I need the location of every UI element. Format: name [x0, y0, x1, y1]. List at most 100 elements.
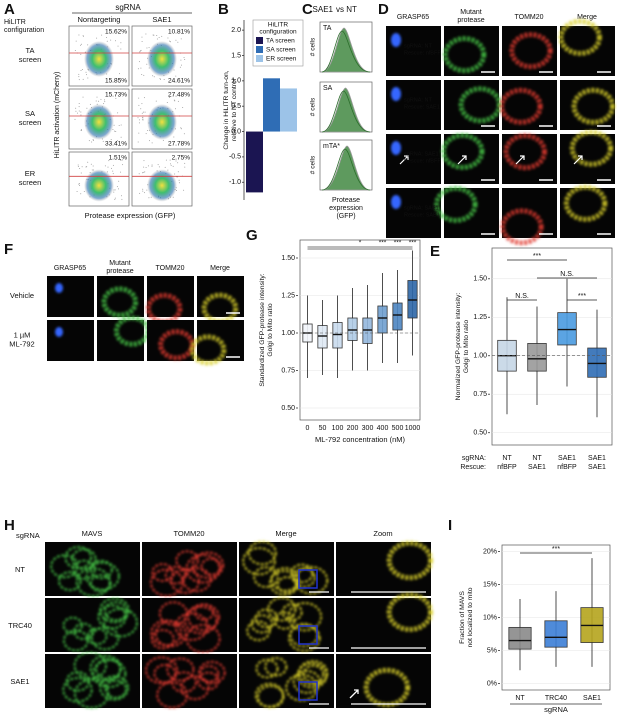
- cell: [558, 18, 602, 56]
- x-tick-label: nfBFP: [557, 464, 577, 471]
- event-dot: [175, 39, 177, 41]
- label: Normalized GFP-protease intensity:: [455, 293, 462, 401]
- event-dot: [118, 124, 120, 126]
- event-dot: [141, 74, 143, 76]
- event-dot: [80, 129, 82, 131]
- event-dot: [163, 79, 165, 81]
- gate-percent: 15.73%: [105, 92, 127, 99]
- event-dot: [140, 108, 142, 110]
- y-tick-label: 1.50: [473, 276, 487, 283]
- event-dot: [139, 51, 141, 53]
- cell: [89, 559, 114, 580]
- cells: [101, 286, 139, 318]
- event-dot: [180, 59, 182, 61]
- event-dot: [122, 164, 124, 166]
- cell: [64, 545, 93, 570]
- label: HiLITR: [4, 19, 26, 26]
- event-dot: [78, 34, 80, 36]
- label: protease: [106, 268, 133, 275]
- event-dot: [92, 138, 94, 140]
- x-axis-label: sgRNA: [544, 705, 568, 714]
- event-dot: [169, 159, 171, 161]
- event-dot: [104, 165, 106, 167]
- cell: [57, 571, 82, 592]
- x-tick-label: 1000: [405, 425, 421, 432]
- label: SAE1: [152, 15, 171, 24]
- event-dot: [91, 169, 93, 171]
- histogram-nt: [321, 30, 371, 73]
- event-dot: [155, 100, 157, 102]
- event-dot: [147, 129, 149, 131]
- label: # cells: [310, 37, 317, 56]
- label: screen: [19, 118, 42, 127]
- cell: [363, 667, 411, 708]
- event-dot: [146, 47, 148, 49]
- event-dot: [107, 166, 109, 168]
- label: Protease: [332, 197, 360, 204]
- event-dot: [172, 165, 174, 167]
- label: Standardized GFP-protease intensity:: [259, 273, 266, 386]
- event-dot: [172, 196, 174, 198]
- cells: [558, 18, 602, 56]
- cell: [499, 87, 543, 125]
- golgi: [391, 87, 401, 101]
- event-dot: [175, 108, 177, 110]
- cell: [500, 208, 544, 246]
- cell: [509, 32, 553, 70]
- event-dot: [81, 69, 83, 71]
- event-dot: [151, 165, 153, 167]
- cell: [290, 563, 314, 584]
- cells: [503, 133, 547, 171]
- legend-swatch: [256, 55, 263, 62]
- event-dot: [120, 124, 122, 126]
- cells: [499, 87, 543, 125]
- x-tick-label: NT: [515, 695, 525, 702]
- event-dot: [169, 40, 171, 42]
- event-dot: [143, 166, 145, 168]
- label: HiLITR activation (mCherry): [54, 72, 61, 159]
- sig-label: N.S.: [515, 293, 529, 300]
- event-dot: [177, 162, 179, 164]
- event-dot: [101, 34, 103, 36]
- event-dot: [82, 78, 84, 80]
- y-tick-label: 1.0: [231, 78, 241, 85]
- bar: [246, 131, 263, 193]
- event-dot: [141, 119, 143, 121]
- y-tick-label: 5%: [487, 647, 497, 654]
- cell: [99, 675, 130, 701]
- event-dot: [173, 136, 175, 138]
- event-dot: [121, 198, 123, 200]
- cell: [264, 656, 288, 677]
- density: [84, 41, 114, 77]
- gate-percent: 15.85%: [105, 78, 127, 85]
- box: [332, 322, 343, 349]
- event-dot: [118, 188, 120, 190]
- micrograph: [336, 542, 431, 596]
- event-dot: [164, 166, 166, 168]
- event-dot: [143, 74, 145, 76]
- event-dot: [141, 117, 143, 119]
- label: # cells: [310, 97, 317, 116]
- cell: [85, 561, 121, 591]
- box: [587, 347, 607, 378]
- label: Rescue: nfBFP: [404, 50, 441, 56]
- label: TOMM20: [173, 529, 204, 538]
- x-tick-label: 100: [332, 425, 344, 432]
- event-dot: [162, 139, 164, 141]
- cell: [174, 612, 209, 641]
- event-dot: [115, 131, 117, 133]
- cells: [442, 36, 487, 74]
- cell: [563, 184, 608, 222]
- event-dot: [151, 164, 153, 166]
- zoom-box: [298, 625, 318, 645]
- cells: [144, 656, 226, 709]
- label: Protease expression (GFP): [85, 211, 176, 220]
- micrograph: [47, 320, 94, 361]
- event-dot: [141, 36, 143, 38]
- gate-percent: 33.41%: [105, 141, 127, 148]
- event-dot: [178, 179, 180, 181]
- panel-letter: E: [430, 243, 440, 260]
- cells: [149, 550, 225, 597]
- label: (GFP): [336, 213, 355, 220]
- event-dot: [156, 34, 158, 36]
